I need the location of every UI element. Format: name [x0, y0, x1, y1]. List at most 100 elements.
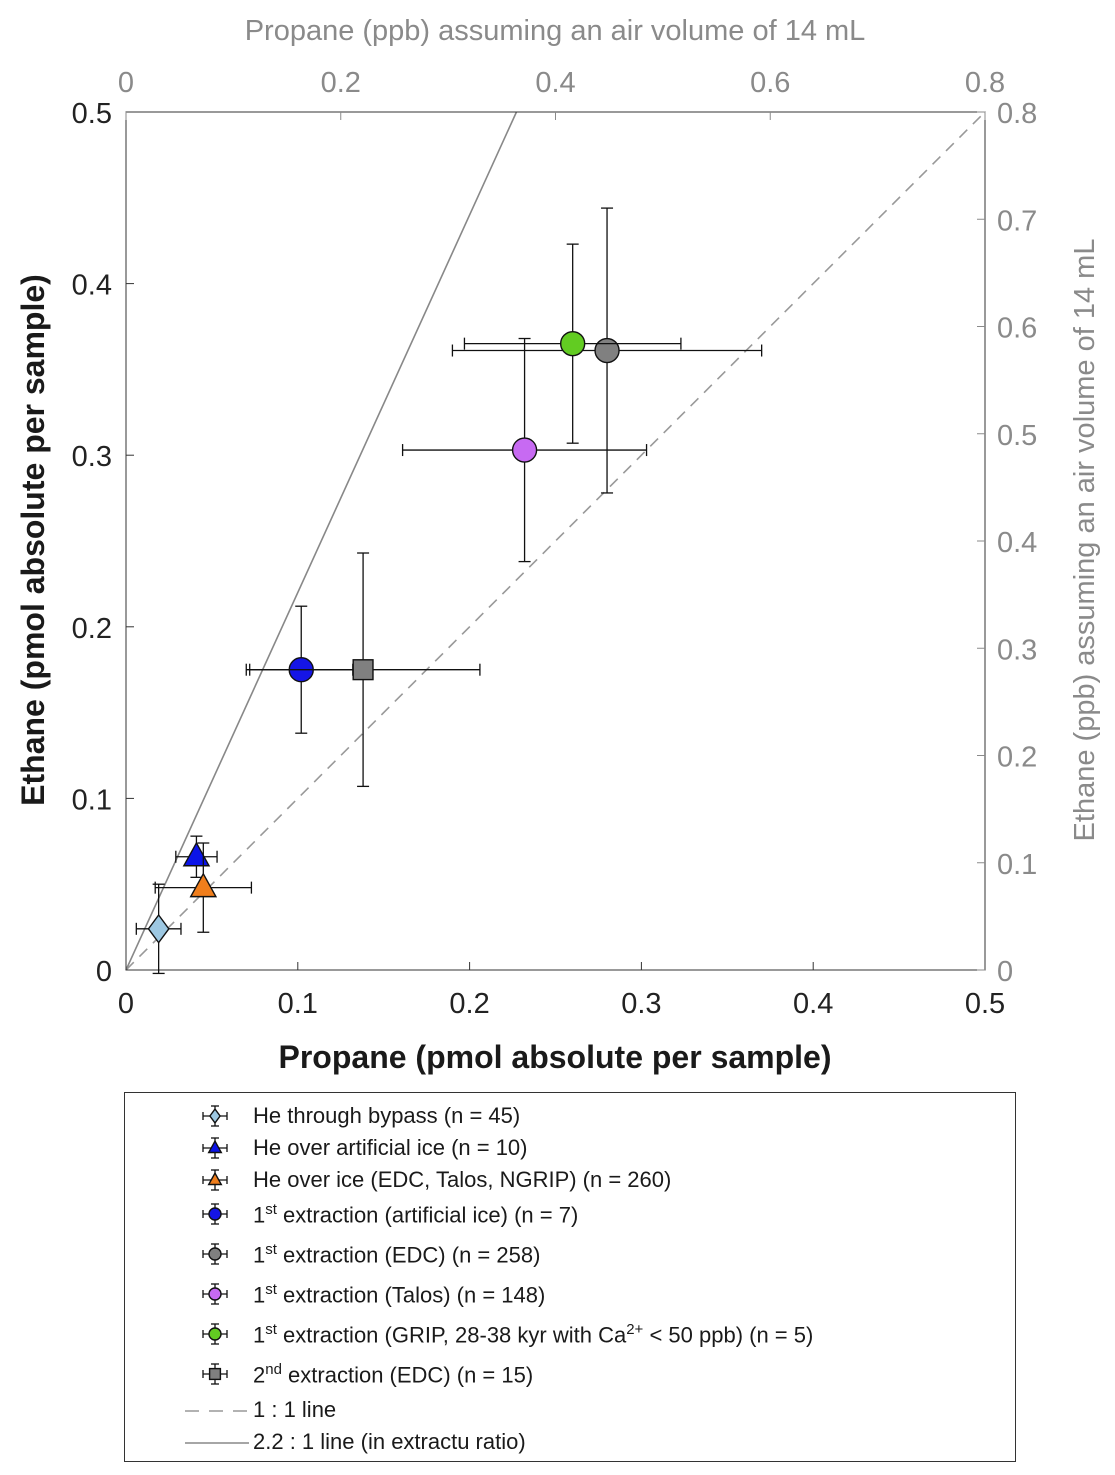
legend-item: 1st extraction (GRIP, 28-38 kyr with Ca2… [125, 1319, 1015, 1351]
legend-text-part: 2.2 : 1 line (in extractu ratio) [253, 1429, 526, 1454]
legend-symbol [202, 1169, 228, 1191]
legend-text-part: 1 : 1 line [253, 1397, 337, 1422]
legend-text-part: He over ice (EDC, Talos, NGRIP) (n = 260… [253, 1167, 672, 1192]
legend-symbol [185, 1442, 249, 1444]
x-tick-label: 0.2 [449, 988, 489, 1020]
data-marker [511, 437, 538, 463]
y-tick-label: 0 [96, 956, 112, 988]
legend-label: He over artificial ice (n = 10) [253, 1135, 528, 1161]
right-axis-title: Ethane (ppb) assuming an air volume of 1… [1069, 239, 1101, 842]
data-point-5 [451, 207, 763, 494]
legend-text-part: He over artificial ice (n = 10) [253, 1135, 528, 1160]
top-axis-title: Propane (ppb) assuming an air volume of … [245, 15, 866, 47]
data-point-8 [245, 552, 481, 788]
y-tick-label: 0.2 [72, 613, 112, 645]
legend-text-part: extraction (Talos) (n = 148) [276, 1282, 546, 1308]
legend-item: He through bypass (n = 45) [125, 1101, 1015, 1133]
top-tick-label: 0 [118, 67, 134, 99]
right-tick-label: 0 [997, 956, 1013, 988]
data-marker [352, 659, 374, 681]
legend-label: 1st extraction (GRIP, 28-38 kyr with Ca2… [253, 1321, 813, 1348]
legend-item: 1st extraction (Talos) (n = 148) [125, 1279, 1015, 1311]
x-tick-label: 0.1 [278, 988, 318, 1020]
legend-text-part: st [265, 1241, 277, 1258]
legend-symbol [202, 1105, 228, 1127]
legend-label: 2nd extraction (EDC) (n = 15) [253, 1361, 533, 1388]
legend-text-part: 1 [253, 1282, 266, 1308]
top-tick-label: 0.2 [321, 67, 361, 99]
legend-text-part: 2 [253, 1362, 266, 1388]
legend-text-part: extraction (artificial ice) (n = 7) [276, 1202, 579, 1228]
data-marker [594, 337, 620, 364]
top-tick-label: 0.8 [965, 67, 1005, 99]
x-tick-label: 0 [118, 988, 134, 1020]
y-tick-label: 0.5 [72, 98, 112, 130]
data-marker [189, 872, 218, 898]
data-point-2 [175, 835, 218, 878]
legend-item: 2nd extraction (EDC) (n = 15) [125, 1359, 1015, 1391]
legend-marker [208, 1327, 222, 1341]
legend-text-part: 2+ [626, 1321, 644, 1338]
right-tick-label: 0.4 [997, 527, 1037, 559]
legend-marker [208, 1287, 222, 1301]
legend-symbol [202, 1243, 228, 1265]
top-tick-label: 0.6 [750, 67, 790, 99]
legend-text-part: extraction (EDC) (n = 15) [281, 1362, 534, 1388]
legend-text-part: extraction (EDC) (n = 258) [276, 1242, 541, 1268]
legend-symbol [185, 1410, 249, 1412]
legend-text-part: < 50 ppb) (n = 5) [643, 1322, 814, 1348]
x-tick-label: 0.4 [793, 988, 833, 1020]
legend-marker [208, 1367, 222, 1381]
legend-item: 1st extraction (EDC) (n = 258) [125, 1239, 1015, 1271]
legend-text-part: st [265, 1281, 277, 1298]
legend-symbol [202, 1137, 228, 1159]
legend-item: 1st extraction (artificial ice) (n = 7) [125, 1199, 1015, 1231]
legend-text-part: He through bypass (n = 45) [253, 1103, 521, 1128]
legend-symbol [202, 1323, 228, 1345]
y-tick-label: 0.1 [72, 784, 112, 816]
legend-symbol [202, 1203, 228, 1225]
legend-label: 1st extraction (EDC) (n = 258) [253, 1241, 540, 1268]
y-tick-label: 0.4 [72, 270, 112, 302]
legend-marker [208, 1207, 222, 1221]
legend-label: He through bypass (n = 45) [253, 1103, 520, 1129]
legend-text-part: 1 [253, 1202, 266, 1228]
legend-item: 1 : 1 line [125, 1395, 1015, 1427]
x-axis-title: Propane (pmol absolute per sample) [279, 1039, 832, 1075]
data-marker [147, 913, 170, 944]
legend-text-part: nd [265, 1361, 282, 1378]
y-axis-title: Ethane (pmol absolute per sample) [15, 274, 51, 806]
legend: He through bypass (n = 45) He over artifi… [124, 1092, 1016, 1462]
data-point-3 [154, 842, 253, 933]
legend-symbol [202, 1363, 228, 1385]
right-tick-label: 0.2 [997, 742, 1037, 774]
data-point-1 [135, 883, 182, 975]
legend-text-part: st [265, 1201, 277, 1218]
reference-line-1 [125, 111, 986, 971]
legend-marker [207, 1171, 223, 1186]
legend-marker [207, 1139, 223, 1154]
legend-text-part: 1 [253, 1242, 266, 1268]
x-tick-label: 0.3 [621, 988, 661, 1020]
right-tick-label: 0.5 [997, 420, 1037, 452]
legend-text-part: extraction (GRIP, 28-38 kyr with Ca [276, 1322, 627, 1348]
top-tick-label: 0.4 [535, 67, 575, 99]
legend-label: He over ice (EDC, Talos, NGRIP) (n = 260… [253, 1167, 671, 1193]
legend-label: 1st extraction (Talos) (n = 148) [253, 1281, 545, 1308]
data-marker [559, 330, 586, 357]
legend-label: 1st extraction (artificial ice) (n = 7) [253, 1201, 578, 1228]
legend-marker [208, 1247, 222, 1261]
right-tick-label: 0.1 [997, 849, 1037, 881]
right-tick-label: 0.8 [997, 98, 1037, 130]
right-tick-label: 0.3 [997, 634, 1037, 666]
data-marker [182, 841, 211, 867]
chart: 0 0.1 0.2 0.3 0.4 0.500.10.20.30.40.50 0.2 0.4 0… [15, 15, 1101, 1075]
data-point-6 [401, 337, 648, 563]
x-tick-label: 0.5 [965, 988, 1005, 1020]
legend-text-part: 1 [253, 1322, 266, 1348]
legend-text-part: st [265, 1321, 277, 1338]
data-point-7 [463, 243, 682, 444]
reference-line-2 [125, 111, 518, 971]
legend-label: 2.2 : 1 line (in extractu ratio) [253, 1429, 526, 1455]
legend-marker [209, 1107, 221, 1125]
